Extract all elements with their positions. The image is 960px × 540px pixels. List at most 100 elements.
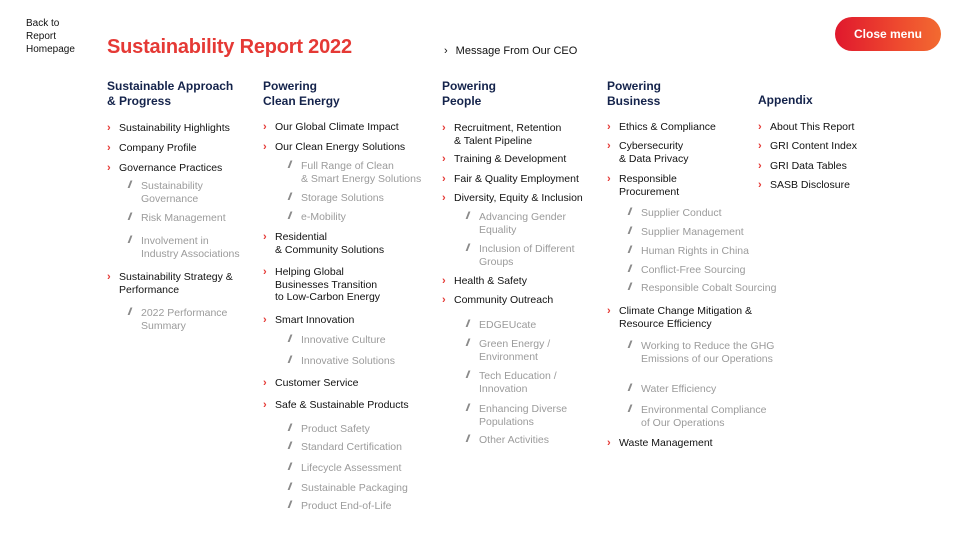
column-heading-powering-clean-energy: Powering Clean Energy	[263, 79, 340, 109]
menu-item-label-line: Community Outreach	[454, 294, 554, 306]
submenu-item-sustainability-governance[interactable]: // Sustainability Governance	[128, 180, 203, 205]
slash-icon: //	[128, 180, 131, 191]
submenu-item-label: Supplier Management	[641, 226, 744, 239]
chevron-right-icon: ›	[263, 231, 267, 243]
submenu-item-water-efficiency[interactable]: // Water Efficiency	[628, 383, 716, 396]
menu-item-gri-data-tables[interactable]: › GRI Data Tables	[758, 160, 847, 173]
submenu-item-other-activities[interactable]: // Other Activities	[466, 434, 549, 447]
submenu-item-inclusion-of-different-groups[interactable]: // Inclusion of Different Groups	[466, 243, 575, 268]
menu-item-label: Sustainability Strategy & Performance	[119, 271, 233, 296]
column-heading-sustainable-approach-progress: Sustainable Approach & Progress	[107, 79, 233, 109]
menu-item-label: About This Report	[770, 121, 854, 134]
menu-item-label-line: Diversity, Equity & Inclusion	[454, 192, 583, 204]
submenu-item-label-line: Product End-of-Life	[301, 500, 392, 512]
submenu-item-e-mobility[interactable]: // e-Mobility	[288, 211, 346, 224]
submenu-item-enhancing-diverse-populations[interactable]: // Enhancing Diverse Populations	[466, 403, 567, 428]
menu-item-community-outreach[interactable]: › Community Outreach	[442, 294, 553, 307]
submenu-item-label: Sustainable Packaging	[301, 482, 408, 495]
menu-item-governance-practices[interactable]: › Governance Practices	[107, 162, 222, 175]
menu-item-training-development[interactable]: › Training & Development	[442, 153, 566, 166]
submenu-item-label: Product Safety	[301, 423, 370, 436]
submenu-item-supplier-conduct[interactable]: // Supplier Conduct	[628, 207, 722, 220]
slash-icon: //	[628, 404, 631, 415]
slash-icon: //	[466, 370, 469, 381]
submenu-item-sustainable-packaging[interactable]: // Sustainable Packaging	[288, 482, 408, 495]
submenu-item-innovative-solutions[interactable]: // Innovative Solutions	[288, 355, 395, 368]
menu-item-label: Safe & Sustainable Products	[275, 399, 409, 412]
submenu-item-standard-certification[interactable]: // Standard Certification	[288, 441, 402, 454]
ceo-message-link[interactable]: › Message From Our CEO	[444, 45, 577, 57]
menu-item-label-line: Recruitment, Retention	[454, 122, 562, 134]
menu-item-about-this-report[interactable]: › About This Report	[758, 121, 854, 134]
menu-item-responsible-procurement[interactable]: › Responsible Procurement	[607, 173, 679, 198]
submenu-item-storage-solutions[interactable]: // Storage Solutions	[288, 192, 384, 205]
slash-icon: //	[128, 235, 131, 246]
submenu-item-environmental-compliance-of-our-operations[interactable]: // Environmental Compliance of Our Operati…	[628, 404, 766, 429]
menu-item-residential-community-solutions[interactable]: › Residential & Community Solutions	[263, 231, 384, 256]
menu-item-diversity-equity-inclusion[interactable]: › Diversity, Equity & Inclusion	[442, 192, 583, 205]
menu-item-customer-service[interactable]: › Customer Service	[263, 377, 358, 390]
slash-icon: //	[288, 211, 291, 222]
menu-item-safe-sustainable-products[interactable]: › Safe & Sustainable Products	[263, 399, 409, 412]
submenu-item-label: EDGEUcate	[479, 319, 536, 332]
submenu-item-label-line: Equality	[479, 223, 517, 236]
menu-item-sustainability-highlights[interactable]: › Sustainability Highlights	[107, 122, 230, 135]
chevron-right-icon: ›	[107, 142, 111, 154]
submenu-item-2022-performance-summary[interactable]: // 2022 Performance Summary	[128, 307, 227, 332]
menu-item-sustainability-strategy-performance[interactable]: › Sustainability Strategy & Performance	[107, 271, 233, 296]
submenu-item-involvement-in-industry-associations[interactable]: // Involvement in Industry Associations	[128, 235, 240, 260]
menu-item-recruitment-retention-talent-pipeline[interactable]: › Recruitment, Retention & Talent Pipeline	[442, 122, 561, 147]
menu-item-label: Waste Management	[619, 437, 713, 450]
submenu-item-product-end-of-life[interactable]: // Product End-of-Life	[288, 500, 391, 513]
submenu-item-label-line: Governance	[141, 192, 199, 205]
menu-item-climate-change-mitigation-resource-efficiency[interactable]: › Climate Change Mitigation & Resource Eff…	[607, 305, 752, 330]
submenu-item-label: Enhancing Diverse Populations	[479, 403, 567, 428]
submenu-item-label: Product End-of-Life	[301, 500, 391, 513]
slash-icon: //	[466, 211, 469, 222]
submenu-item-advancing-gender-equality[interactable]: // Advancing Gender Equality	[466, 211, 566, 236]
submenu-item-conflict-free-sourcing[interactable]: // Conflict-Free Sourcing	[628, 264, 745, 277]
menu-item-label-line: & Data Privacy	[619, 152, 689, 165]
menu-item-our-clean-energy-solutions[interactable]: › Our Clean Energy Solutions	[263, 141, 405, 154]
submenu-item-tech-education-innovation[interactable]: // Tech Education / Innovation	[466, 370, 557, 395]
menu-item-label-line: Helping Global	[275, 266, 344, 278]
menu-item-our-global-climate-impact[interactable]: › Our Global Climate Impact	[263, 121, 399, 134]
menu-item-sasb-disclosure[interactable]: › SASB Disclosure	[758, 179, 850, 192]
menu-item-fair-quality-employment[interactable]: › Fair & Quality Employment	[442, 173, 579, 186]
menu-item-company-profile[interactable]: › Company Profile	[107, 142, 197, 155]
submenu-item-human-rights-in-china[interactable]: // Human Rights in China	[628, 245, 749, 258]
submenu-item-label-line: of Our Operations	[641, 416, 725, 429]
menu-item-label-line: Our Clean Energy Solutions	[275, 141, 406, 153]
ceo-message-label: Message From Our CEO	[455, 45, 578, 57]
submenu-item-label: Green Energy / Environment	[479, 338, 550, 363]
submenu-item-supplier-management[interactable]: // Supplier Management	[628, 226, 744, 239]
menu-item-cybersecurity-data-privacy[interactable]: › Cybersecurity & Data Privacy	[607, 140, 688, 165]
menu-item-waste-management[interactable]: › Waste Management	[607, 437, 713, 450]
submenu-item-label-line: Human Rights in China	[641, 245, 749, 257]
submenu-item-product-safety[interactable]: // Product Safety	[288, 423, 370, 436]
submenu-item-full-range-of-clean-smart-energy-solutions[interactable]: // Full Range of Clean & Smart Energy Solu…	[288, 160, 421, 185]
submenu-item-label-line: Storage Solutions	[301, 192, 384, 204]
chevron-right-icon: ›	[444, 45, 448, 57]
submenu-item-green-energy-environment[interactable]: // Green Energy / Environment	[466, 338, 550, 363]
menu-item-label: SASB Disclosure	[770, 179, 850, 192]
submenu-item-working-to-reduce-the-ghg-emissions-of-our-operations[interactable]: // Working to Reduce the GHG Emissions of …	[628, 340, 774, 365]
menu-item-gri-content-index[interactable]: › GRI Content Index	[758, 140, 857, 153]
submenu-item-responsible-cobalt-sourcing[interactable]: // Responsible Cobalt Sourcing	[628, 282, 776, 295]
submenu-item-label: Conflict-Free Sourcing	[641, 264, 745, 277]
menu-item-smart-innovation[interactable]: › Smart Innovation	[263, 314, 354, 327]
menu-item-ethics-compliance[interactable]: › Ethics & Compliance	[607, 121, 716, 134]
back-to-homepage-link[interactable]: Back to Report Homepage	[26, 18, 75, 55]
submenu-item-edgeucate[interactable]: // EDGEUcate	[466, 319, 536, 332]
slash-icon: //	[128, 212, 131, 223]
submenu-item-lifecycle-assessment[interactable]: // Lifecycle Assessment	[288, 462, 401, 475]
column-heading-line: Appendix	[758, 93, 813, 107]
submenu-item-risk-management[interactable]: // Risk Management	[128, 212, 226, 225]
submenu-item-label-line: Innovative Culture	[301, 334, 386, 346]
chevron-right-icon: ›	[263, 141, 267, 153]
submenu-item-label-line: Tech Education /	[479, 370, 557, 382]
close-menu-button[interactable]: Close menu	[835, 17, 941, 51]
menu-item-health-safety[interactable]: › Health & Safety	[442, 275, 527, 288]
submenu-item-innovative-culture[interactable]: // Innovative Culture	[288, 334, 386, 347]
menu-item-helping-global-businesses-transition-to-low-carbon-energy[interactable]: › Helping Global Businesses Transition to L…	[263, 266, 380, 304]
